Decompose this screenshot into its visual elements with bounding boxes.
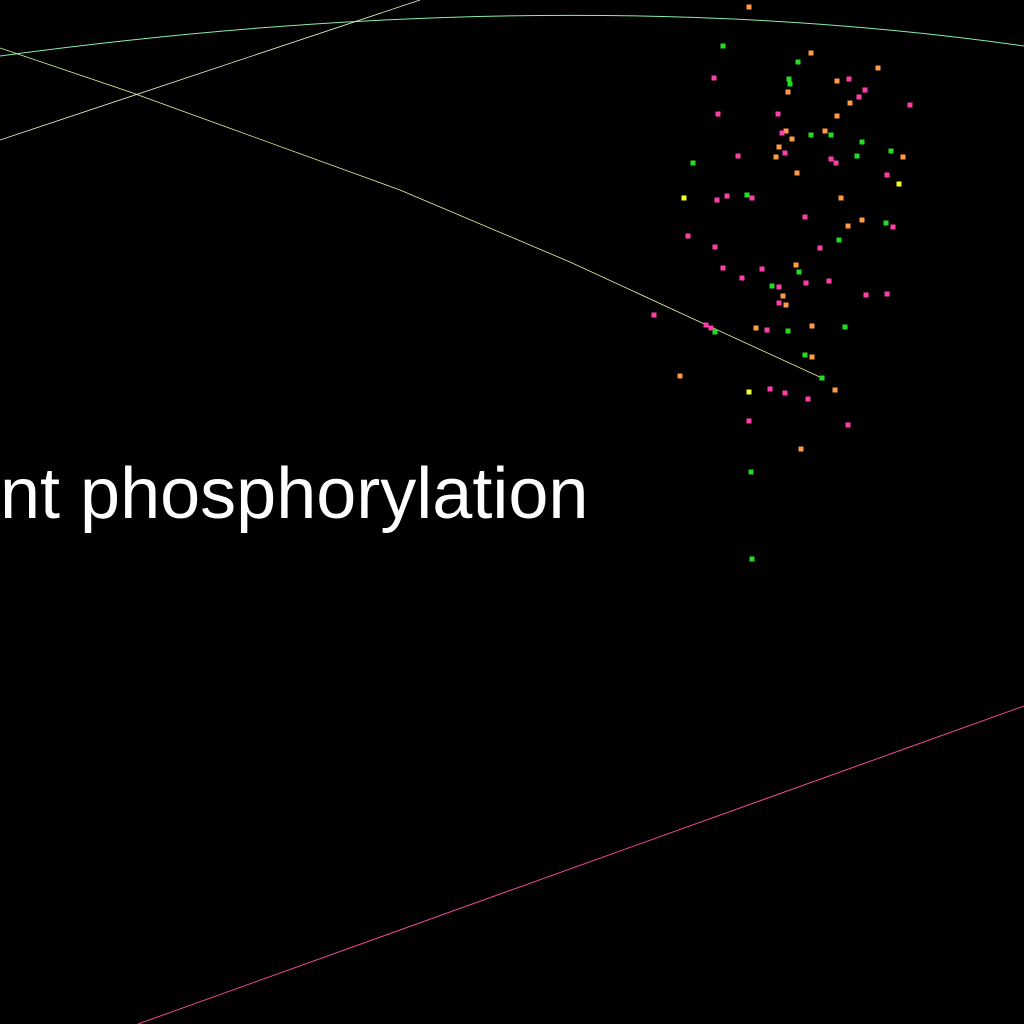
curve-line — [0, 47, 823, 379]
scatter-point — [785, 89, 791, 95]
scatter-point — [783, 128, 789, 134]
scatter-point — [785, 328, 791, 334]
scatter-point — [890, 224, 896, 230]
scatter-point — [767, 386, 773, 392]
scatter-point — [896, 181, 902, 187]
scatter-point — [888, 148, 894, 154]
scatter-point — [907, 102, 913, 108]
scatter-point — [715, 111, 721, 117]
scatter-point — [711, 75, 717, 81]
scatter-point — [875, 65, 881, 71]
scatter-point — [883, 220, 889, 226]
scatter-point — [651, 312, 657, 318]
scatter-point — [794, 170, 800, 176]
scatter-point — [793, 262, 799, 268]
scatter-point — [809, 354, 815, 360]
scatter-point — [846, 76, 852, 82]
scatter-point — [677, 373, 683, 379]
scatter-point — [826, 278, 832, 284]
scatter-point — [724, 193, 730, 199]
scatter-point — [769, 283, 775, 289]
scatter-point — [779, 130, 785, 136]
scatter-point — [739, 275, 745, 281]
scatter-point — [744, 192, 750, 198]
diagonal-line — [0, 0, 421, 141]
scatter-point — [845, 223, 851, 229]
scatter-point — [796, 269, 802, 275]
scatter-point — [776, 144, 782, 150]
scatter-point — [834, 78, 840, 84]
scatter-point — [780, 293, 786, 299]
scatter-point — [735, 153, 741, 159]
scatter-point — [776, 284, 782, 290]
scatter-point — [690, 160, 696, 166]
scatter-point — [795, 59, 801, 65]
scatter-point — [685, 233, 691, 239]
scatter-point — [720, 43, 726, 49]
scatter-point — [805, 396, 811, 402]
scatter-point — [786, 76, 792, 82]
scatter-point — [802, 352, 808, 358]
scatter-point — [838, 195, 844, 201]
scatter-point — [833, 160, 839, 166]
scatter-point — [783, 302, 789, 308]
scatter-point — [884, 172, 890, 178]
scatter-point — [749, 556, 755, 562]
scatter-point — [856, 94, 862, 100]
scatter-point — [749, 195, 755, 201]
scatter-point — [681, 195, 687, 201]
scatter-point — [773, 154, 779, 160]
scatter-point — [828, 156, 834, 162]
scatter-point — [782, 150, 788, 156]
scatter-point — [748, 469, 754, 475]
scatter-point — [746, 418, 752, 424]
scatter-point — [787, 81, 793, 87]
scatter-point — [798, 446, 804, 452]
scatter-point — [764, 327, 770, 333]
scatter-point — [708, 325, 714, 331]
scatter-point — [832, 387, 838, 393]
scatter-point — [834, 113, 840, 119]
caption-text: nt phosphorylation — [0, 454, 589, 534]
scatter-point — [836, 237, 842, 243]
bottom-line — [137, 705, 1024, 1024]
scatter-point — [822, 128, 828, 134]
scatter-point — [789, 136, 795, 142]
scatter-point — [859, 217, 865, 223]
scatter-point — [808, 132, 814, 138]
scatter-point — [854, 153, 860, 159]
scatter-point — [884, 291, 890, 297]
scatter-point — [703, 322, 709, 328]
scatter-point — [720, 265, 726, 271]
scatter-point — [863, 292, 869, 298]
scatter-point — [828, 132, 834, 138]
scatter-point — [862, 87, 868, 93]
scatter-point — [817, 245, 823, 251]
scatter-point — [775, 111, 781, 117]
scatter-point — [746, 389, 752, 395]
scatter-point — [900, 154, 906, 160]
scatter-point — [782, 390, 788, 396]
scatter-point — [776, 300, 782, 306]
scatter-point — [819, 375, 825, 381]
scatter-point — [753, 325, 759, 331]
scatter-point — [842, 324, 848, 330]
scatter-point — [714, 197, 720, 203]
scatter-point — [808, 50, 814, 56]
scatter-point — [712, 329, 718, 335]
scatter-point — [845, 422, 851, 428]
scatter-point — [712, 244, 718, 250]
scatter-point — [759, 266, 765, 272]
scatter-point — [859, 139, 865, 145]
scatter-point — [803, 280, 809, 286]
scatter-point — [847, 100, 853, 106]
point-cluster — [651, 4, 913, 562]
arc-line — [0, 14, 1024, 57]
scatter-point — [746, 4, 752, 10]
scatter-point — [809, 323, 815, 329]
scatter-point — [802, 214, 808, 220]
